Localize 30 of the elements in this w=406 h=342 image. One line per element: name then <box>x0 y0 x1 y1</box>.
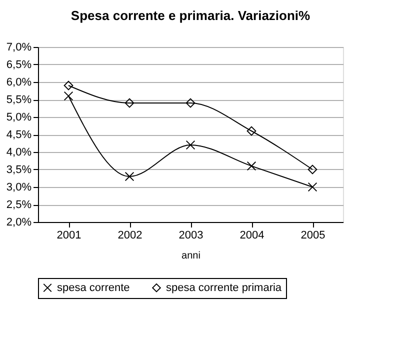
x-tick-label: 2004 <box>240 230 264 242</box>
point <box>124 98 134 108</box>
y-tick-label: 6,5% <box>6 59 32 71</box>
y-tick-label: 6,0% <box>6 76 32 88</box>
point <box>124 172 134 182</box>
legend-label: spesa corrente primaria <box>166 282 282 294</box>
point <box>308 182 318 192</box>
x-axis-title: anni <box>182 250 200 262</box>
y-tick-label: 4,0% <box>6 146 32 158</box>
y-tick-label: 3,0% <box>6 182 32 194</box>
x-tick-label: 2003 <box>178 230 204 242</box>
point <box>64 91 74 101</box>
point <box>246 161 256 171</box>
y-tick-label: 5,5% <box>6 94 32 106</box>
y-tick-label: 2,5% <box>6 199 32 211</box>
point <box>186 140 196 150</box>
y-tick-label: 4,5% <box>6 129 32 141</box>
x-tick-label: 2002 <box>118 230 142 242</box>
point <box>246 126 256 136</box>
y-tick-label: 2,0% <box>6 216 32 228</box>
point <box>64 80 74 90</box>
point <box>186 98 196 108</box>
chart-title: Spesa corrente e primaria. Variazioni% <box>70 8 311 23</box>
x-tick-label: 2005 <box>300 230 326 242</box>
legend-label: spesa corrente <box>57 282 130 294</box>
x-tick-label: 2001 <box>56 230 82 242</box>
y-tick-label: 5,0% <box>6 112 32 124</box>
y-tick-label: 3,5% <box>6 164 32 176</box>
point <box>308 164 318 174</box>
y-tick-label: 7,0% <box>6 42 32 54</box>
